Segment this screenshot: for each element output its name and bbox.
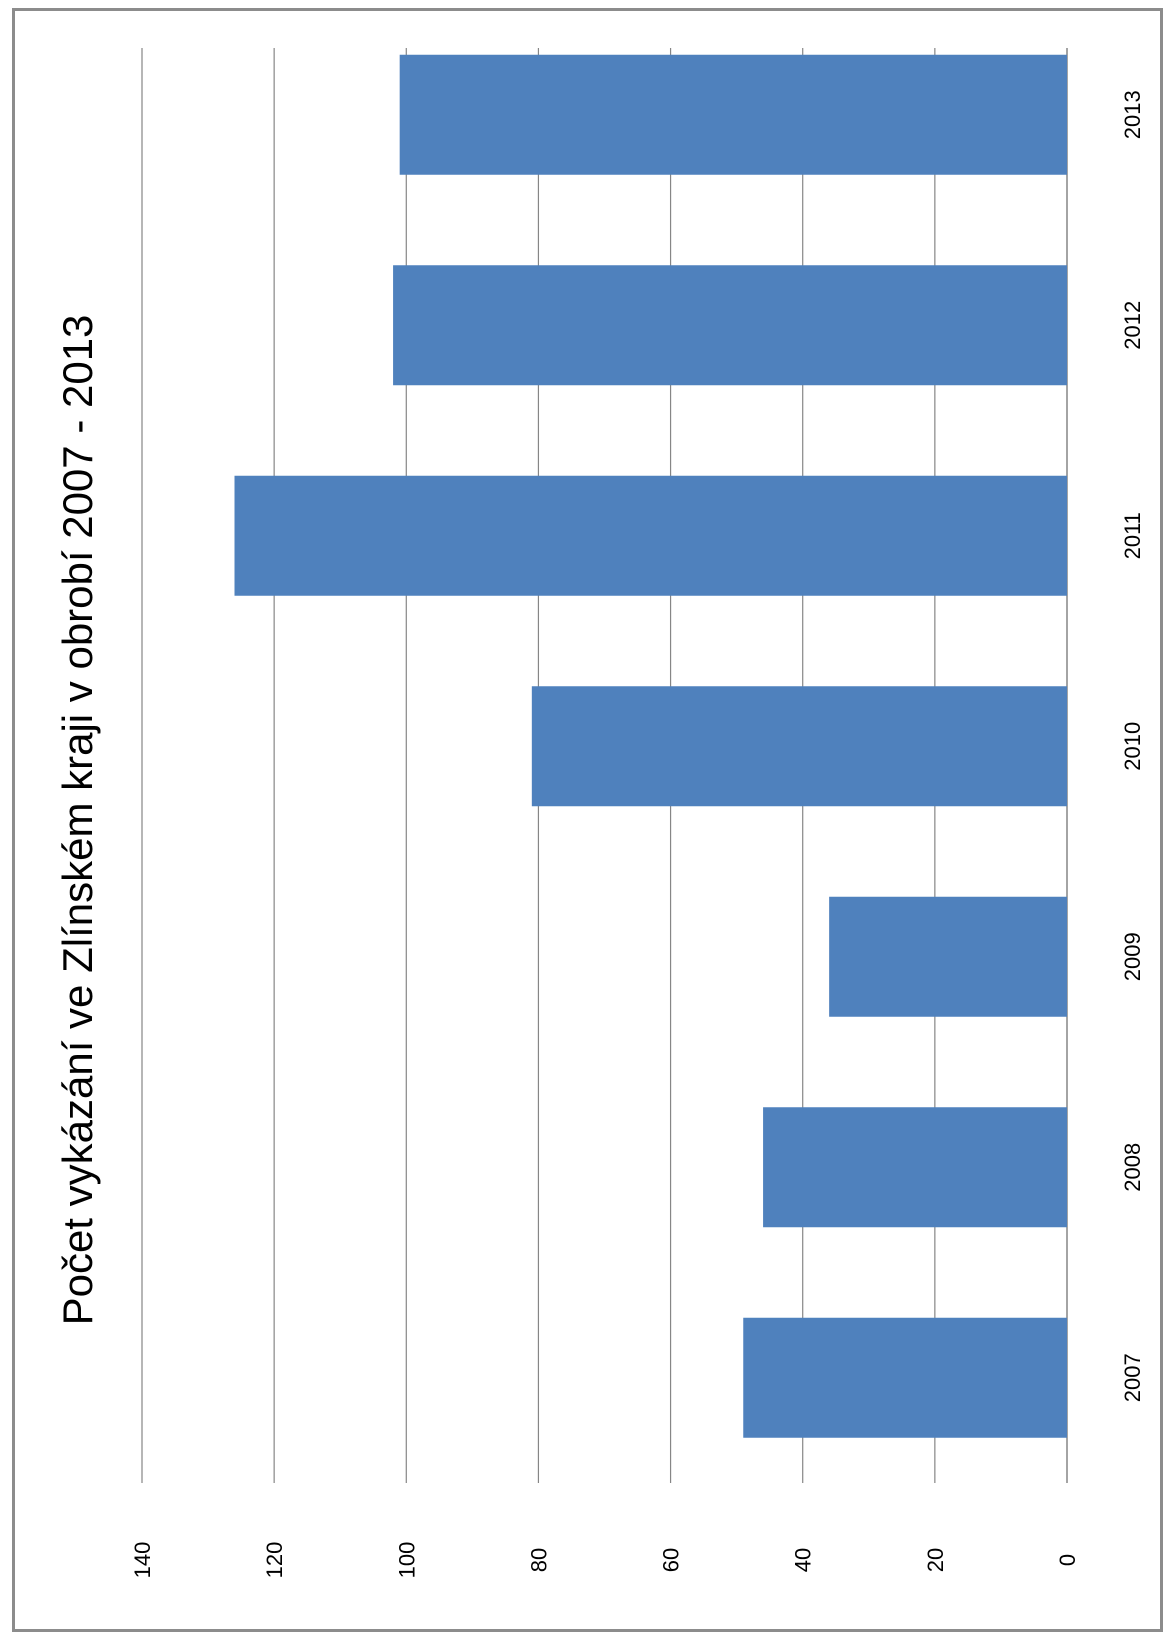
category-label-2013: 2013 [1120,90,1145,139]
value-tick-label: 80 [526,1548,551,1572]
value-tick-label: 40 [791,1548,816,1572]
bar-2010 [531,686,1067,807]
bar-2009 [829,896,1067,1017]
value-tick-label: 120 [262,1542,287,1579]
value-tick-label: 100 [394,1542,419,1579]
bar-2008 [763,1107,1067,1228]
bar-2007 [743,1317,1067,1438]
category-label-2012: 2012 [1120,301,1145,350]
bars [234,54,1068,1438]
category-label-2007: 2007 [1120,1353,1145,1402]
category-axis-ticks: 2007 2008 2009 2010 2011 2012 2013 [1120,90,1145,1402]
category-label-2011: 2011 [1120,512,1145,559]
category-label-2009: 2009 [1120,932,1145,981]
value-axis-ticks: 0 20 40 60 80 100 120 140 [130,1542,1080,1579]
category-label-2010: 2010 [1120,722,1145,771]
bar-2012 [393,265,1068,386]
value-tick-label: 140 [130,1542,155,1579]
chart-title: Počet vykázání ve Zlínském kraji v obrob… [54,315,101,1326]
category-label-2008: 2008 [1120,1143,1145,1192]
value-tick-label: 20 [923,1548,948,1572]
value-tick-label: 0 [1055,1554,1080,1566]
bar-2013 [399,54,1067,175]
value-tick-label: 60 [659,1548,684,1572]
bar-2011 [234,475,1067,596]
